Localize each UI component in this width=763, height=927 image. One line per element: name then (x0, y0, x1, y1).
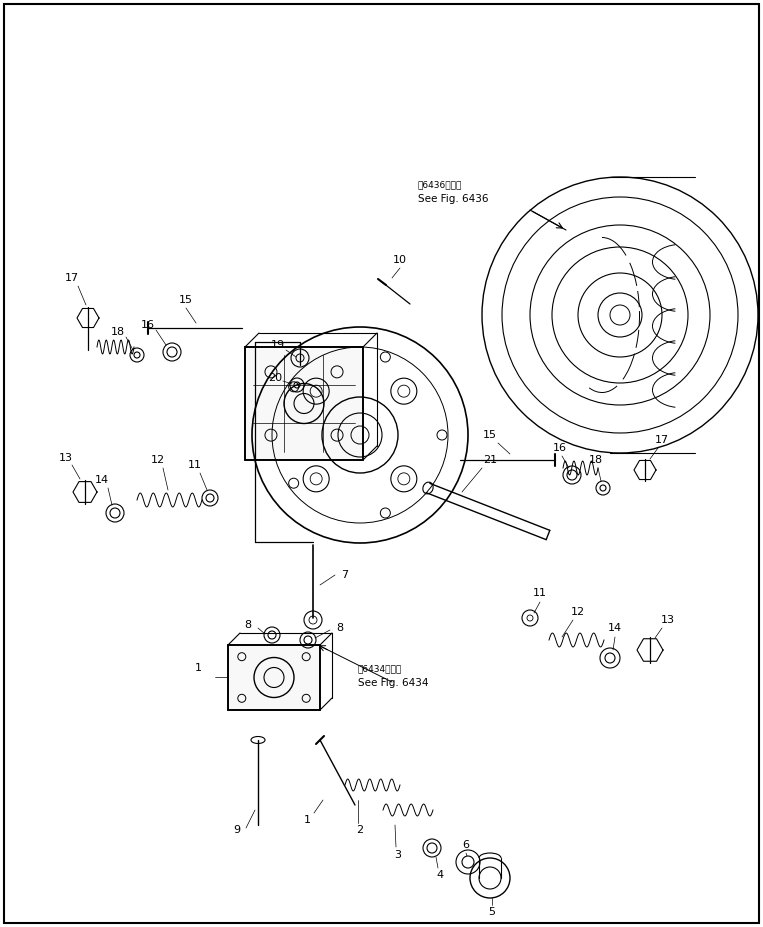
Text: 3: 3 (394, 850, 401, 860)
Text: 8: 8 (244, 620, 252, 630)
Text: 12: 12 (151, 455, 165, 465)
Text: 8: 8 (336, 623, 343, 633)
Text: 14: 14 (95, 475, 109, 485)
Text: 13: 13 (661, 615, 675, 625)
Text: 第6434図参照: 第6434図参照 (358, 665, 402, 674)
Text: 12: 12 (571, 607, 585, 617)
Bar (245, 347, 363, 460)
Text: 19: 19 (271, 340, 285, 350)
Text: 2: 2 (356, 825, 363, 835)
Text: 4: 4 (436, 870, 443, 880)
Text: See Fig. 6434: See Fig. 6434 (358, 678, 429, 688)
Text: 15: 15 (179, 295, 193, 305)
Text: 20: 20 (268, 373, 282, 383)
Text: 14: 14 (608, 623, 622, 633)
Text: 10: 10 (393, 255, 407, 265)
Text: 9: 9 (233, 825, 240, 835)
Text: 17: 17 (655, 435, 669, 445)
Text: 第6436図参照: 第6436図参照 (418, 181, 462, 189)
Text: 6: 6 (462, 840, 469, 850)
Text: 18: 18 (589, 455, 603, 465)
Bar (228, 645, 320, 710)
Text: 1: 1 (195, 663, 201, 673)
Text: 11: 11 (533, 588, 547, 598)
Text: 13: 13 (59, 453, 73, 463)
Text: 1: 1 (304, 815, 311, 825)
Text: See Fig. 6436: See Fig. 6436 (418, 194, 488, 204)
Text: 11: 11 (188, 460, 202, 470)
Text: 7: 7 (341, 570, 349, 580)
Text: 16: 16 (141, 320, 155, 330)
Text: 17: 17 (65, 273, 79, 283)
Text: 15: 15 (483, 430, 497, 440)
Text: 5: 5 (488, 907, 495, 917)
Text: 16: 16 (553, 443, 567, 453)
Text: 18: 18 (111, 327, 125, 337)
Bar (245, 347, 363, 460)
Bar (228, 645, 320, 710)
Text: 21: 21 (483, 455, 497, 465)
